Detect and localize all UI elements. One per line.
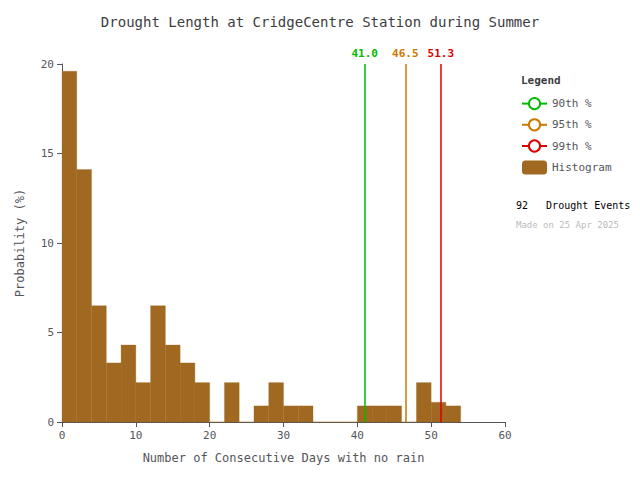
svg-text:Drought Length at CridgeCentre: Drought Length at CridgeCentre Station d… bbox=[101, 14, 539, 30]
svg-text:40: 40 bbox=[351, 429, 364, 442]
svg-text:10: 10 bbox=[41, 237, 54, 250]
svg-text:90th %: 90th % bbox=[552, 97, 592, 110]
svg-text:10: 10 bbox=[129, 429, 142, 442]
svg-text:Made on 25 Apr 2025: Made on 25 Apr 2025 bbox=[516, 220, 619, 230]
svg-text:Probability (%): Probability (%) bbox=[13, 189, 27, 297]
svg-text:0: 0 bbox=[47, 416, 54, 429]
svg-text:95th %: 95th % bbox=[552, 118, 592, 131]
svg-text:20: 20 bbox=[203, 429, 216, 442]
svg-text:30: 30 bbox=[277, 429, 290, 442]
svg-text:0: 0 bbox=[59, 429, 66, 442]
svg-text:46.5: 46.5 bbox=[392, 47, 419, 60]
svg-text:Legend: Legend bbox=[521, 74, 561, 87]
svg-text:Number of Consecutive Days wit: Number of Consecutive Days with no rain bbox=[143, 451, 425, 465]
svg-text:51.3: 51.3 bbox=[428, 47, 455, 60]
svg-text:41.0: 41.0 bbox=[351, 47, 378, 60]
svg-text:20: 20 bbox=[41, 58, 54, 71]
svg-text:60: 60 bbox=[498, 429, 511, 442]
svg-text:92 Drought Events: 92 Drought Events bbox=[516, 200, 630, 211]
svg-text:Histogram: Histogram bbox=[552, 161, 612, 174]
svg-text:15: 15 bbox=[41, 147, 54, 160]
svg-text:5: 5 bbox=[47, 326, 54, 339]
svg-text:50: 50 bbox=[425, 429, 438, 442]
svg-text:99th %: 99th % bbox=[552, 140, 592, 153]
